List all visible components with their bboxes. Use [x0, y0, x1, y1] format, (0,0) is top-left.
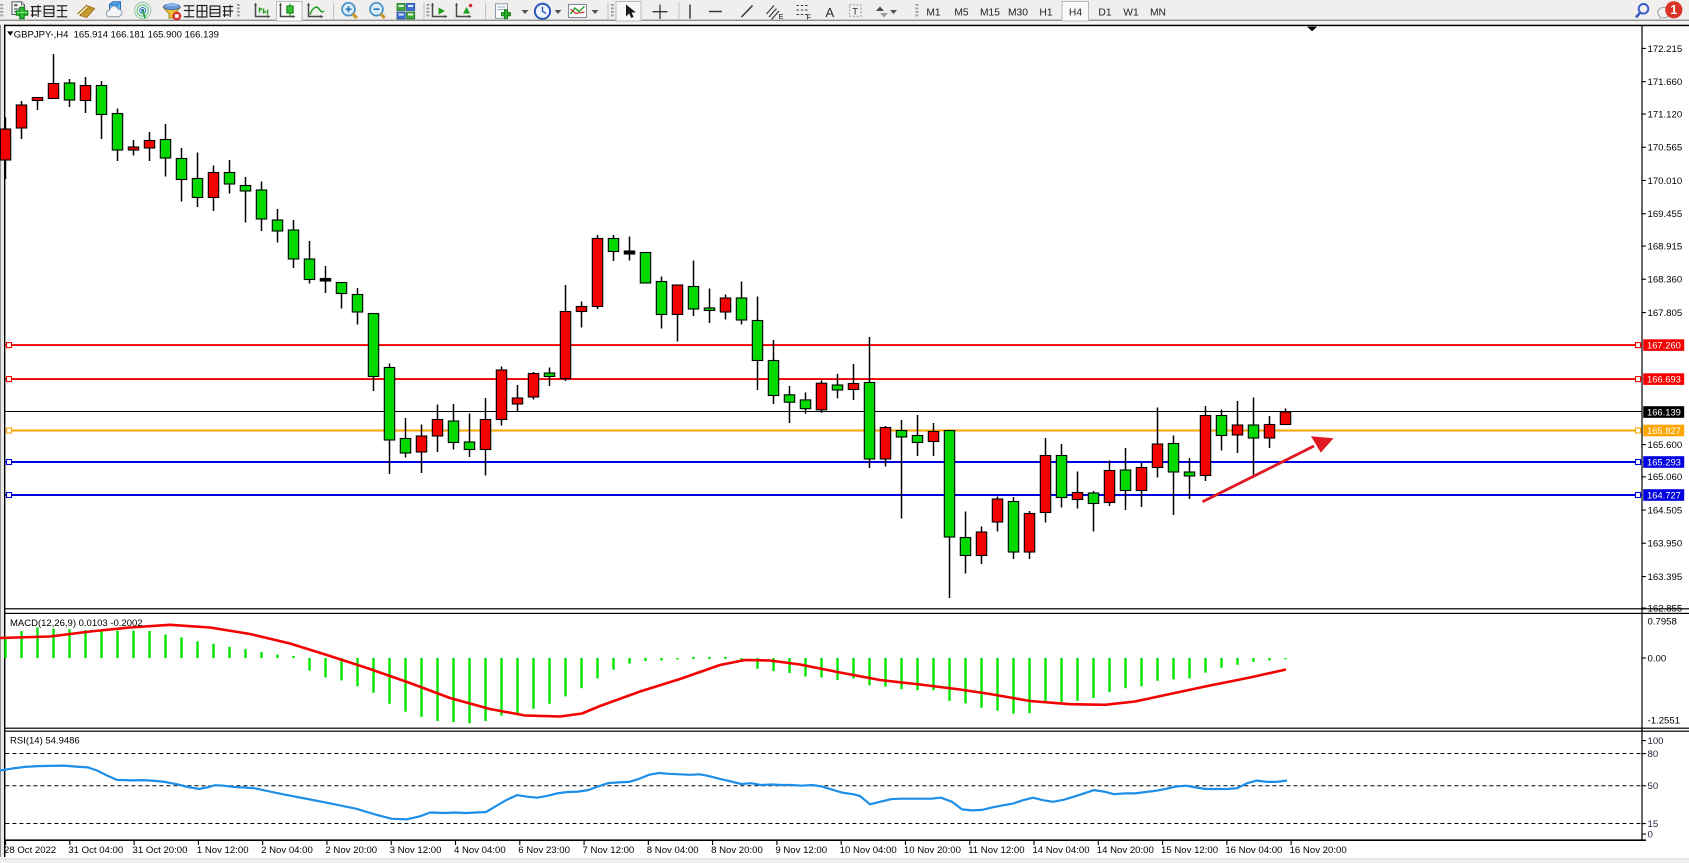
svg-text:4 Nov 04:00: 4 Nov 04:00 — [454, 845, 506, 856]
svg-text:10 Nov 04:00: 10 Nov 04:00 — [840, 845, 897, 856]
svg-text:H1: H1 — [1039, 7, 1052, 18]
svg-text:165.060: 165.060 — [1648, 472, 1683, 483]
svg-text:3 Nov 12:00: 3 Nov 12:00 — [390, 845, 442, 856]
svg-text:163.950: 163.950 — [1648, 539, 1683, 550]
svg-text:-1.2551: -1.2551 — [1648, 716, 1681, 727]
svg-text:MN: MN — [1150, 7, 1166, 18]
svg-text:170.565: 170.565 — [1648, 143, 1683, 154]
svg-text:169.455: 169.455 — [1648, 209, 1683, 220]
svg-text:H4: H4 — [1069, 7, 1082, 18]
svg-text:172.215: 172.215 — [1648, 44, 1683, 55]
svg-text:165.827: 165.827 — [1647, 425, 1681, 436]
svg-text:162.855: 162.855 — [1648, 603, 1683, 614]
svg-text:100: 100 — [1648, 736, 1664, 747]
svg-text:16 Nov 20:00: 16 Nov 20:00 — [1290, 845, 1347, 856]
svg-text:16 Nov 04:00: 16 Nov 04:00 — [1225, 845, 1282, 856]
svg-text:1 Nov 12:00: 1 Nov 12:00 — [197, 845, 249, 856]
svg-text:168.915: 168.915 — [1648, 241, 1683, 252]
svg-text:171.120: 171.120 — [1648, 109, 1683, 120]
svg-text:0: 0 — [1648, 829, 1653, 840]
svg-text:M15: M15 — [980, 7, 1000, 18]
svg-text:167.805: 167.805 — [1648, 308, 1683, 319]
svg-text:31 Oct 04:00: 31 Oct 04:00 — [68, 845, 123, 856]
svg-text:167.260: 167.260 — [1647, 340, 1681, 351]
svg-text:M5: M5 — [954, 7, 969, 18]
svg-text:9 Nov 12:00: 9 Nov 12:00 — [775, 845, 827, 856]
svg-text:166.139: 166.139 — [1647, 406, 1681, 417]
svg-text:F: F — [807, 13, 812, 22]
svg-text:15 Nov 12:00: 15 Nov 12:00 — [1161, 845, 1218, 856]
svg-text:164.727: 164.727 — [1647, 489, 1681, 500]
svg-text:163.395: 163.395 — [1648, 572, 1683, 583]
svg-text:D1: D1 — [1098, 7, 1111, 18]
svg-text:11 Nov 12:00: 11 Nov 12:00 — [968, 845, 1024, 856]
svg-text:A: A — [826, 5, 835, 20]
svg-text:166.693: 166.693 — [1647, 374, 1681, 385]
svg-text:165.293: 165.293 — [1647, 456, 1681, 467]
svg-text:80: 80 — [1648, 749, 1659, 760]
svg-text:0.00: 0.00 — [1648, 653, 1667, 664]
svg-text:2 Nov 04:00: 2 Nov 04:00 — [261, 845, 313, 856]
svg-text:0.7958: 0.7958 — [1648, 617, 1677, 628]
svg-text:MACD(12,26,9) 0.0103 -0.2002: MACD(12,26,9) 0.0103 -0.2002 — [10, 618, 143, 629]
svg-text:1: 1 — [1670, 3, 1677, 17]
svg-text:M1: M1 — [926, 7, 941, 18]
svg-text:15: 15 — [1648, 819, 1659, 830]
svg-text:165.600: 165.600 — [1648, 440, 1683, 451]
svg-text:31 Oct 20:00: 31 Oct 20:00 — [133, 845, 188, 856]
svg-text:M30: M30 — [1008, 7, 1028, 18]
svg-text:164.505: 164.505 — [1648, 505, 1683, 516]
svg-text:8 Nov 20:00: 8 Nov 20:00 — [711, 845, 763, 856]
svg-text:10 Nov 20:00: 10 Nov 20:00 — [904, 845, 961, 856]
svg-text:50: 50 — [1648, 781, 1659, 792]
svg-text:8 Nov 04:00: 8 Nov 04:00 — [647, 845, 699, 856]
svg-text:171.660: 171.660 — [1648, 77, 1683, 88]
svg-text:W1: W1 — [1123, 7, 1139, 18]
svg-text:28 Oct 2022: 28 Oct 2022 — [4, 845, 56, 856]
svg-text:170.010: 170.010 — [1648, 176, 1683, 187]
svg-text:7 Nov 12:00: 7 Nov 12:00 — [583, 845, 635, 856]
svg-text:RSI(14) 54.9486: RSI(14) 54.9486 — [10, 736, 80, 747]
svg-text:GBPJPY-,H4 165.914 166.181 16: GBPJPY-,H4 165.914 166.181 165.900 166.1… — [14, 29, 219, 40]
svg-text:14 Nov 04:00: 14 Nov 04:00 — [1032, 845, 1089, 856]
svg-text:6 Nov 23:00: 6 Nov 23:00 — [518, 845, 570, 856]
svg-text:2 Nov 20:00: 2 Nov 20:00 — [325, 845, 377, 856]
svg-text:T: T — [852, 6, 858, 17]
svg-text:14 Nov 20:00: 14 Nov 20:00 — [1097, 845, 1154, 856]
svg-text:168.360: 168.360 — [1648, 275, 1683, 286]
svg-text:E: E — [779, 12, 784, 21]
